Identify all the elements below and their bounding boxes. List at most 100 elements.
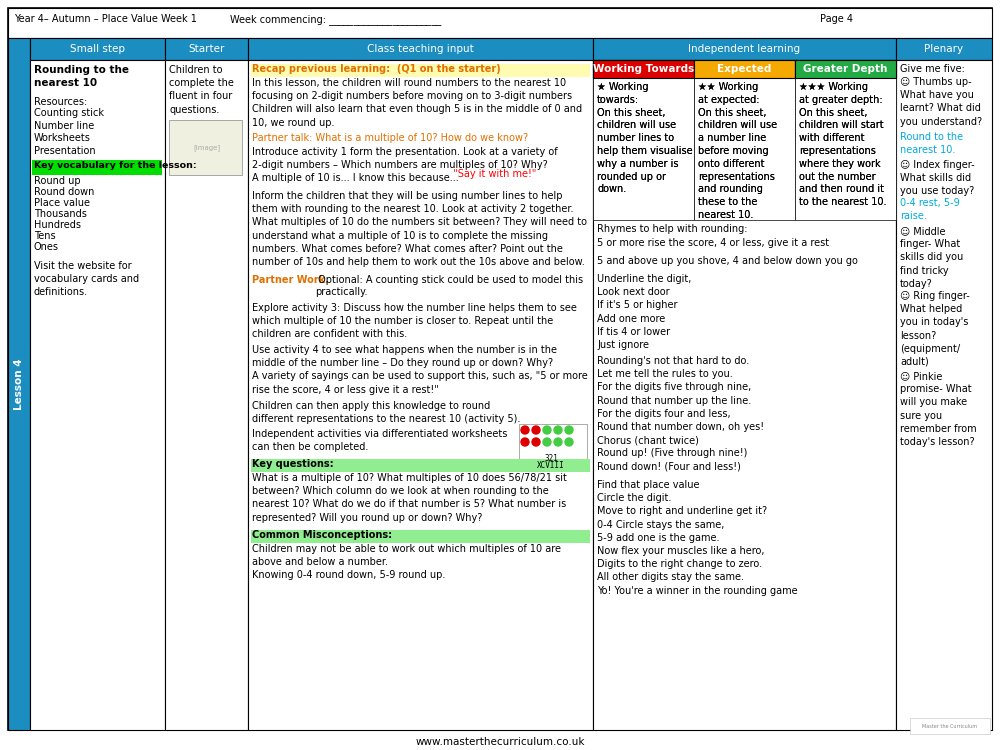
Text: Year 4– Autumn – Place Value Week 1: Year 4– Autumn – Place Value Week 1 — [14, 14, 197, 24]
Text: Hundreds: Hundreds — [34, 220, 81, 230]
Text: Rhymes to help with rounding:: Rhymes to help with rounding: — [597, 224, 748, 234]
Text: Introduce activity 1 form the presentation. Look at a variety of
2-digit numbers: Introduce activity 1 form the presentati… — [252, 147, 558, 184]
Circle shape — [543, 426, 551, 434]
Bar — [795, 60, 896, 78]
Circle shape — [521, 426, 529, 434]
Text: Week commencing: _______________________: Week commencing: _______________________ — [230, 14, 441, 25]
Text: Children to
complete the
fluent in four
questions.: Children to complete the fluent in four … — [169, 65, 234, 115]
Bar — [30, 60, 165, 730]
Bar — [593, 38, 896, 60]
Circle shape — [532, 438, 540, 446]
Text: Use activity 4 to see what happens when the number is in the
middle of the numbe: Use activity 4 to see what happens when … — [252, 345, 588, 394]
Bar — [8, 8, 992, 38]
Circle shape — [554, 438, 562, 446]
Text: 0-4 rest, 5-9
raise.: 0-4 rest, 5-9 raise. — [900, 198, 960, 221]
Text: Place value: Place value — [34, 198, 90, 208]
Text: Give me five:: Give me five: — [900, 64, 965, 74]
Text: ☺ Middle
finger- What
skills did you
find tricky
today?: ☺ Middle finger- What skills did you fin… — [900, 226, 963, 289]
Bar — [165, 38, 248, 60]
Bar — [694, 60, 795, 220]
Text: 5 or more rise the score, 4 or less, give it a rest: 5 or more rise the score, 4 or less, giv… — [597, 238, 829, 248]
Text: Counting stick
Number line: Counting stick Number line — [34, 108, 104, 131]
Text: Round down: Round down — [34, 187, 94, 197]
Circle shape — [521, 438, 529, 446]
Circle shape — [565, 438, 573, 446]
Text: ★★ Working
at expected:
On this sheet,
children will use
a number line
before mo: ★★ Working at expected: On this sheet, c… — [698, 82, 777, 220]
Bar — [896, 60, 992, 730]
Circle shape — [554, 426, 562, 434]
Text: Independent activities via differentiated worksheets
can then be completed.: Independent activities via differentiate… — [252, 429, 507, 452]
Text: ★ Working
towards:
On this sheet,
children will use
number lines to
help them vi: ★ Working towards: On this sheet, childr… — [597, 82, 693, 194]
Bar — [169, 120, 242, 175]
Bar — [910, 718, 990, 734]
Text: Independent learning: Independent learning — [688, 44, 801, 54]
Bar — [694, 60, 795, 78]
Bar — [593, 60, 694, 220]
Text: ☺ Index finger-
What skills did
you use today?: ☺ Index finger- What skills did you use … — [900, 160, 975, 196]
Text: ☺ Thumbs up-
What have you
learnt? What did
you understand?: ☺ Thumbs up- What have you learnt? What … — [900, 77, 982, 127]
Text: Greater Depth: Greater Depth — [803, 64, 888, 74]
Text: Find that place value
Circle the digit.
Move to right and underline get it?
0-4 : Find that place value Circle the digit. … — [597, 480, 798, 596]
Text: Optional: A counting stick could be used to model this
practically.: Optional: A counting stick could be used… — [315, 275, 583, 296]
Text: Rounding to the
nearest 10: Rounding to the nearest 10 — [34, 65, 129, 88]
Bar — [519, 424, 587, 466]
Bar — [32, 160, 162, 175]
Text: Recap previous learning:  (Q1 on the starter): Recap previous learning: (Q1 on the star… — [252, 64, 501, 74]
Bar — [593, 60, 694, 78]
Text: Common Misconceptions:: Common Misconceptions: — [252, 530, 392, 540]
Circle shape — [543, 438, 551, 446]
Text: ★★ Working
at expected:
On this sheet,
children will use
a number line
before mo: ★★ Working at expected: On this sheet, c… — [698, 82, 777, 220]
Text: Round to the
nearest 10.: Round to the nearest 10. — [900, 132, 963, 155]
Text: "Say it with me!": "Say it with me!" — [447, 169, 536, 179]
Text: ★★★ Working
at greater depth:
On this sheet,
children will start
with different
: ★★★ Working at greater depth: On this sh… — [799, 82, 887, 207]
Circle shape — [565, 426, 573, 434]
Bar — [248, 60, 593, 730]
Text: What is a multiple of 10? What multiples of 10 does 56/78/21 sit
between? Which : What is a multiple of 10? What multiples… — [252, 473, 567, 523]
Text: Page 4: Page 4 — [820, 14, 853, 24]
Bar — [694, 60, 795, 78]
Text: ☺ Pinkie
promise- What
will you make
sure you
remember from
today's lesson?: ☺ Pinkie promise- What will you make sur… — [900, 371, 977, 447]
Bar — [593, 60, 896, 730]
Text: Resources:: Resources: — [34, 97, 87, 107]
Bar — [165, 60, 248, 730]
Bar — [251, 459, 590, 472]
Text: In this lesson, the children will round numbers to the nearest 10
focusing on 2-: In this lesson, the children will round … — [252, 78, 582, 128]
Text: www.masterthecurriculum.co.uk: www.masterthecurriculum.co.uk — [415, 737, 585, 747]
Text: ☺ Ring finger-
What helped
you in today's
lesson?
(equipment/
adult): ☺ Ring finger- What helped you in today'… — [900, 291, 970, 367]
Text: Key vocabulary for the lesson:: Key vocabulary for the lesson: — [34, 161, 197, 170]
Text: 321: 321 — [544, 454, 558, 463]
Text: Tens: Tens — [34, 231, 56, 241]
Text: Expected: Expected — [717, 64, 772, 74]
Bar — [248, 38, 593, 60]
Text: Ones: Ones — [34, 242, 59, 252]
Bar — [30, 38, 165, 60]
Text: Inform the children that they will be using number lines to help
them with round: Inform the children that they will be us… — [252, 191, 587, 267]
Bar — [795, 60, 896, 220]
Text: Plenary: Plenary — [924, 44, 964, 54]
Text: Partner talk: What is a multiple of 10? How do we know?: Partner talk: What is a multiple of 10? … — [252, 133, 528, 143]
Text: ★ Working
towards:
On this sheet,
children will use
number lines to
help them vi: ★ Working towards: On this sheet, childr… — [597, 82, 693, 194]
Text: Underline the digit,
Look next door
If it's 5 or higher
Add one more
If tis 4 or: Underline the digit, Look next door If i… — [597, 274, 691, 350]
Text: Key questions:: Key questions: — [252, 459, 334, 469]
Text: Worksheets
Presentation: Worksheets Presentation — [34, 133, 96, 156]
Bar — [795, 60, 896, 78]
Text: Lesson 4: Lesson 4 — [14, 358, 24, 410]
Bar — [251, 64, 590, 77]
Text: Visit the website for
vocabulary cards and
definitions.: Visit the website for vocabulary cards a… — [34, 261, 139, 298]
Text: Working Towards: Working Towards — [593, 64, 694, 74]
Text: Master the Curriculum: Master the Curriculum — [922, 724, 978, 728]
Text: Small step: Small step — [70, 44, 125, 54]
Circle shape — [532, 426, 540, 434]
Text: ★★★ Working
at greater depth:
On this sheet,
children will start
with different
: ★★★ Working at greater depth: On this sh… — [799, 82, 887, 207]
Text: Rounding's not that hard to do.
Let me tell the rules to you.
For the digits fiv: Rounding's not that hard to do. Let me t… — [597, 356, 764, 472]
Text: Explore activity 3: Discuss how the number line helps them to see
which multiple: Explore activity 3: Discuss how the numb… — [252, 303, 577, 340]
Text: Children may not be able to work out which multiples of 10 are
above and below a: Children may not be able to work out whi… — [252, 544, 561, 580]
Text: Class teaching input: Class teaching input — [367, 44, 474, 54]
Text: XCVIII: XCVIII — [537, 461, 565, 470]
Text: [image]: [image] — [193, 145, 220, 152]
Bar — [251, 530, 590, 543]
Text: Thousands: Thousands — [34, 209, 87, 219]
Text: Round up: Round up — [34, 176, 81, 186]
Bar — [896, 38, 992, 60]
Text: Starter: Starter — [188, 44, 225, 54]
